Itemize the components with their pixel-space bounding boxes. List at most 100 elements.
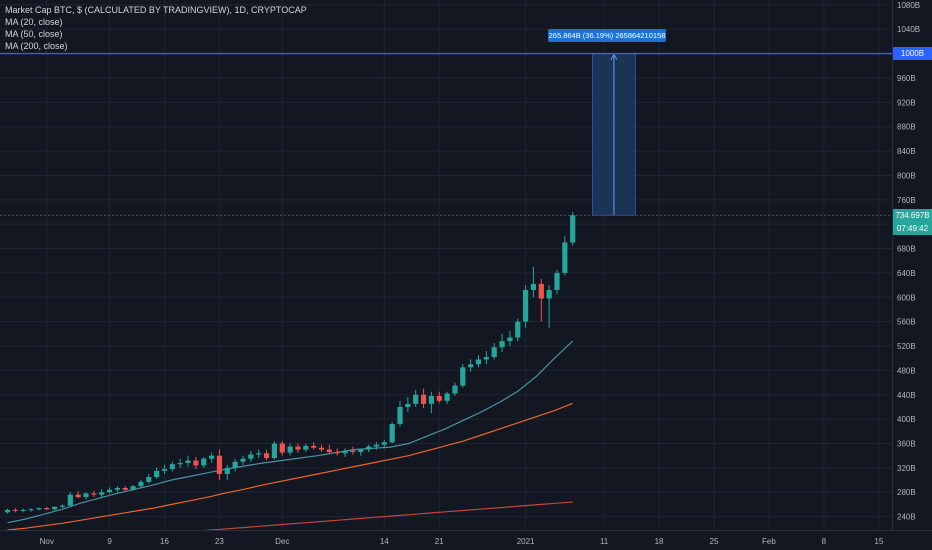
candle-body <box>475 359 482 365</box>
last-price-tag: 734.697B <box>893 208 932 222</box>
candle <box>106 487 113 494</box>
time-axis-background <box>0 530 932 550</box>
candle-body <box>303 445 309 450</box>
candle <box>67 492 73 507</box>
candle-body <box>256 453 262 455</box>
candle <box>428 391 434 414</box>
candle-body <box>358 449 364 453</box>
y-tick-label: 640B <box>897 269 916 278</box>
candle-body <box>248 454 254 459</box>
candle <box>515 318 521 342</box>
candle-body <box>263 453 270 459</box>
candle <box>570 212 576 246</box>
candle <box>36 507 42 511</box>
candle-body <box>507 337 513 342</box>
candle-body <box>444 393 450 401</box>
candle-body <box>373 444 380 447</box>
candle-body <box>287 446 293 453</box>
time-axis[interactable]: Nov 9 16 23 Dec 14 21 2021 11 18 25 Feb 8 15 <box>0 530 932 550</box>
candle <box>530 266 537 298</box>
candle <box>201 456 207 468</box>
candle-body <box>83 493 89 498</box>
candle-body <box>326 449 332 453</box>
x-tick-label: Feb <box>762 537 776 546</box>
candle <box>177 458 183 468</box>
candle-body <box>114 487 120 490</box>
candle <box>303 443 309 453</box>
candle <box>146 473 152 484</box>
candle-body <box>318 447 325 450</box>
measure-tool[interactable] <box>0 53 892 216</box>
candle <box>318 444 325 453</box>
x-tick-label: 25 <box>710 537 719 546</box>
legend-ma50[interactable]: MA (50, close) <box>5 29 63 39</box>
candle-body <box>177 462 183 465</box>
candle <box>185 455 191 467</box>
candle <box>389 422 395 444</box>
candle <box>59 504 66 509</box>
candle <box>28 508 34 512</box>
y-tick-label: 560B <box>897 318 916 327</box>
candle-body <box>460 367 466 386</box>
candle <box>256 449 262 459</box>
price-axis[interactable]: 240B 280B 320B 360B 400B 440B 480B 520B 560B 600B… <box>892 0 932 550</box>
candle <box>52 506 58 511</box>
candle <box>216 449 223 481</box>
legend-title[interactable]: Market Cap BTC, $ (CALCULATED BY TRADING… <box>5 5 307 15</box>
y-tick-label: 600B <box>897 293 916 302</box>
candle-body <box>468 364 474 368</box>
candle-body <box>523 289 529 322</box>
candle-body <box>99 492 105 495</box>
legend-ma20[interactable]: MA (20, close) <box>5 17 63 27</box>
candle <box>491 342 497 360</box>
candle <box>169 461 175 472</box>
candle <box>405 397 411 412</box>
candle <box>122 486 128 492</box>
x-tick-label: 8 <box>822 537 827 546</box>
candle-body <box>154 470 160 477</box>
y-tick-label: 280B <box>897 488 916 497</box>
legend-ma200[interactable]: MA (200, close) <box>5 41 68 51</box>
candle-body <box>185 460 191 463</box>
candle <box>499 333 505 353</box>
candle <box>12 508 18 513</box>
candle-body <box>311 445 317 448</box>
x-tick-label: 21 <box>435 537 444 546</box>
candle-body <box>554 272 560 290</box>
candle-body <box>381 442 387 445</box>
candle-body <box>279 443 285 453</box>
candle <box>413 389 419 407</box>
x-tick-label: 16 <box>160 537 169 546</box>
candle <box>295 443 301 453</box>
candle-body <box>530 283 537 290</box>
candle-body <box>515 321 521 338</box>
y-tick-label: 680B <box>897 245 916 254</box>
candle-body <box>538 283 544 299</box>
candle <box>397 400 403 427</box>
candle <box>420 388 427 409</box>
y-tick-label: 240B <box>897 513 916 522</box>
candle-body <box>413 394 419 404</box>
candle-body <box>570 215 576 243</box>
candle-body <box>20 509 26 511</box>
ma200-line <box>148 501 573 536</box>
candle <box>326 444 332 454</box>
candle <box>240 455 246 465</box>
candle-body <box>161 469 168 471</box>
candle <box>381 439 387 449</box>
x-tick-label: Dec <box>275 537 289 546</box>
candle-body <box>420 394 427 404</box>
candle <box>342 448 348 457</box>
candle <box>444 391 450 404</box>
candle <box>436 391 442 404</box>
candle-body <box>138 481 144 487</box>
bar-countdown-tag: 07:49:42 <box>893 222 932 236</box>
hline-price-tag: 1000B <box>893 47 932 61</box>
candle-body <box>271 443 277 459</box>
candle <box>523 285 529 328</box>
candle-body <box>209 455 215 459</box>
candle <box>75 491 81 499</box>
candle <box>271 441 277 460</box>
